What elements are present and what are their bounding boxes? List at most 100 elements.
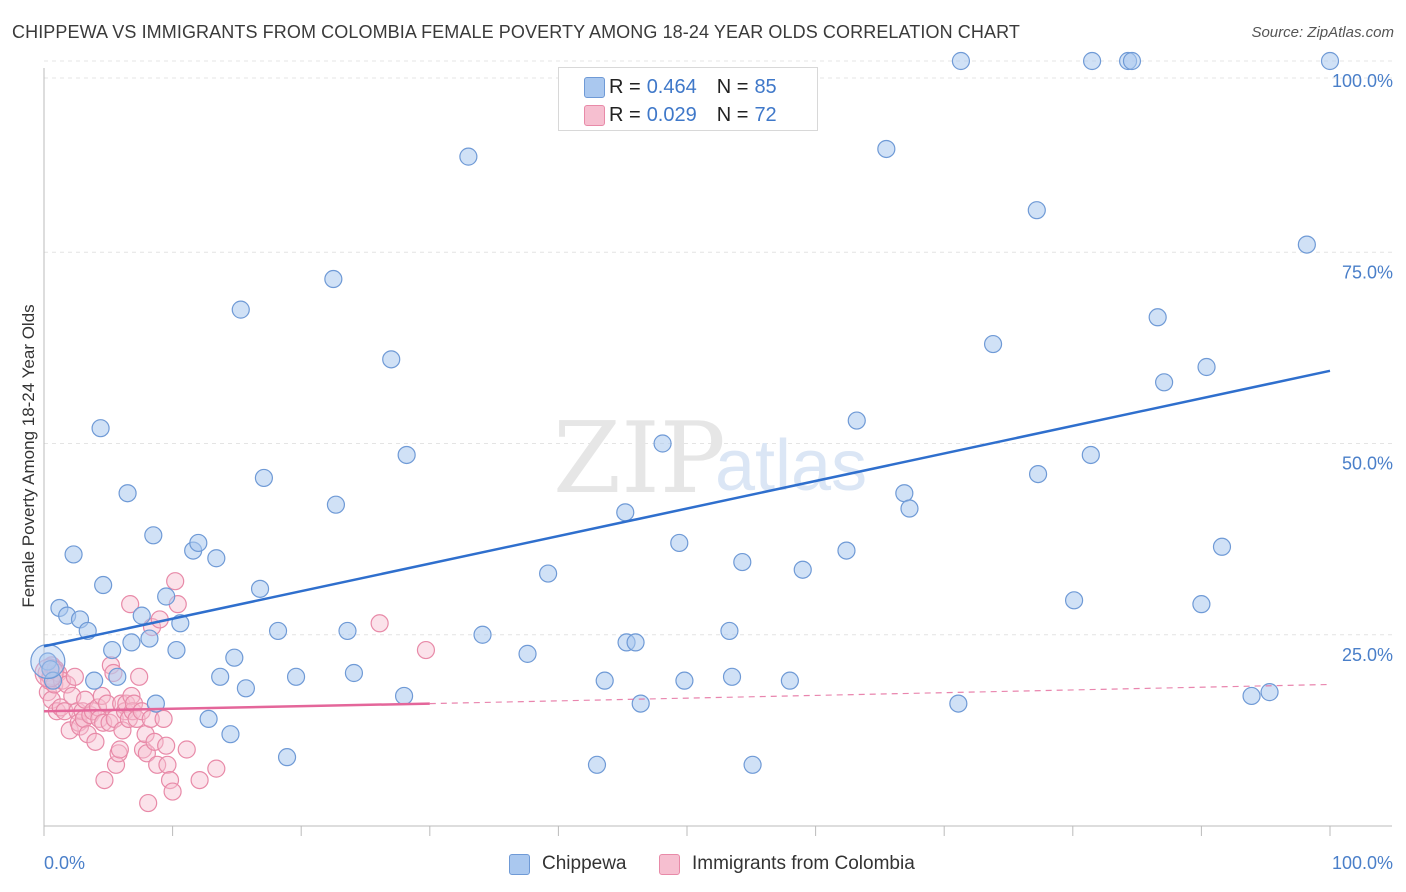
chippewa-point bbox=[1212, 537, 1232, 556]
chippewa-point bbox=[225, 648, 244, 667]
chippewa-point bbox=[1242, 686, 1261, 706]
bottom-legend-colombia: Immigrants from Colombia bbox=[659, 852, 915, 876]
legend-r-value: 0.029 bbox=[646, 103, 697, 126]
colombia-point bbox=[130, 667, 149, 686]
chippewa-point bbox=[1027, 201, 1046, 220]
chippewa-point bbox=[338, 621, 357, 641]
colombia-point bbox=[160, 770, 180, 790]
x-tick-label-max: 100.0% bbox=[1332, 853, 1393, 873]
series-colombia-points bbox=[34, 572, 436, 813]
chippewa-point bbox=[254, 468, 274, 488]
colombia-point bbox=[65, 667, 84, 686]
chippewa-point bbox=[847, 411, 866, 430]
chippewa-point bbox=[459, 147, 478, 166]
colombia-point bbox=[110, 740, 129, 759]
chippewa-point bbox=[199, 709, 218, 729]
chippewa-point bbox=[895, 484, 914, 503]
correlation-legend: R = 0.464 N = 85 R = 0.029 N = 72 bbox=[558, 67, 818, 131]
colombia-point bbox=[207, 759, 226, 778]
chippewa-point bbox=[231, 300, 250, 319]
chippewa-point bbox=[132, 606, 151, 625]
colombia-point bbox=[163, 782, 182, 801]
y-tick-label: 100.0% bbox=[1332, 71, 1393, 91]
colombia-point bbox=[113, 721, 132, 740]
chippewa-point bbox=[1155, 373, 1174, 392]
chippewa-trend-line bbox=[43, 369, 1331, 648]
colombia-point bbox=[78, 725, 97, 744]
chippewa-point bbox=[103, 640, 122, 660]
colombia-point bbox=[97, 694, 117, 713]
chippewa-point bbox=[1197, 357, 1216, 377]
colombia-point bbox=[106, 755, 126, 774]
watermark-atlas: atlas bbox=[715, 426, 867, 506]
chippewa-point bbox=[653, 434, 672, 453]
chippewa-cluster-point bbox=[30, 643, 66, 680]
trend-lines bbox=[43, 369, 1331, 713]
bottom-legend-swatch-blue bbox=[509, 853, 530, 875]
colombia-trend-line-extension bbox=[429, 683, 1331, 705]
chippewa-point bbox=[780, 671, 799, 690]
chippewa-point bbox=[397, 445, 416, 465]
chippewa-point bbox=[518, 644, 537, 663]
colombia-point bbox=[158, 755, 177, 774]
chippewa-point bbox=[91, 419, 110, 438]
chippewa-point bbox=[344, 663, 364, 683]
y-tick-label: 75.0% bbox=[1342, 262, 1393, 282]
chippewa-point bbox=[1082, 51, 1102, 71]
chippewa-point bbox=[1297, 235, 1316, 254]
legend-r-label: R = bbox=[609, 103, 641, 126]
legend-row-colombia: R = 0.029 N = 72 bbox=[584, 101, 777, 129]
legend-n-value: 85 bbox=[754, 75, 777, 98]
chippewa-point bbox=[631, 694, 650, 713]
y-tick-label: 50.0% bbox=[1342, 454, 1393, 474]
colombia-point bbox=[94, 713, 113, 732]
watermark-zip: ZIP bbox=[553, 402, 726, 516]
colombia-trend-line bbox=[43, 702, 430, 713]
chippewa-point bbox=[837, 541, 856, 560]
chippewa-point bbox=[167, 640, 186, 660]
chippewa-point bbox=[394, 686, 414, 706]
legend-n-label: N = bbox=[716, 103, 749, 126]
gridlines bbox=[44, 60, 1392, 636]
legend-row-chippewa: R = 0.464 N = 85 bbox=[584, 73, 777, 101]
colombia-point bbox=[86, 732, 105, 751]
chippewa-point bbox=[951, 51, 971, 71]
chippewa-point bbox=[250, 579, 270, 598]
chippewa-point bbox=[1192, 595, 1211, 614]
chippewa-point bbox=[595, 671, 614, 690]
chippewa-point bbox=[118, 484, 137, 503]
bottom-legend-label-colombia: Immigrants from Colombia bbox=[692, 853, 915, 874]
chippewa-point bbox=[140, 629, 159, 648]
chippewa-point bbox=[587, 755, 607, 774]
chippewa-point bbox=[949, 694, 968, 713]
chippewa-point bbox=[326, 495, 346, 514]
chippewa-point bbox=[670, 533, 689, 553]
chippewa-point bbox=[675, 671, 694, 690]
chippewa-point bbox=[122, 633, 141, 652]
colombia-point bbox=[370, 614, 389, 633]
colombia-point bbox=[145, 732, 164, 751]
chippewa-point bbox=[1122, 51, 1142, 71]
chippewa-point bbox=[324, 269, 343, 289]
chippewa-point bbox=[616, 503, 635, 522]
chippewa-point bbox=[983, 334, 1003, 354]
chippewa-point bbox=[236, 679, 256, 698]
chippewa-point bbox=[1028, 465, 1048, 484]
chart-title: CHIPPEWA VS IMMIGRANTS FROM COLOMBIA FEM… bbox=[12, 22, 1020, 42]
colombia-point bbox=[177, 740, 196, 759]
chippewa-point bbox=[900, 499, 919, 518]
chippewa-point bbox=[1081, 445, 1100, 465]
chippewa-point bbox=[473, 625, 492, 644]
legend-r-value: 0.464 bbox=[646, 75, 697, 98]
chippewa-point bbox=[793, 560, 812, 579]
chippewa-point bbox=[626, 633, 645, 652]
chippewa-point bbox=[1148, 308, 1167, 327]
chippewa-point bbox=[85, 671, 104, 690]
chippewa-point bbox=[720, 621, 739, 641]
chippewa-point bbox=[144, 526, 163, 545]
legend-swatch-blue bbox=[584, 76, 605, 98]
colombia-point bbox=[416, 640, 436, 660]
bottom-legend-swatch-pink bbox=[659, 853, 680, 875]
legend-n-label: N = bbox=[716, 75, 749, 98]
